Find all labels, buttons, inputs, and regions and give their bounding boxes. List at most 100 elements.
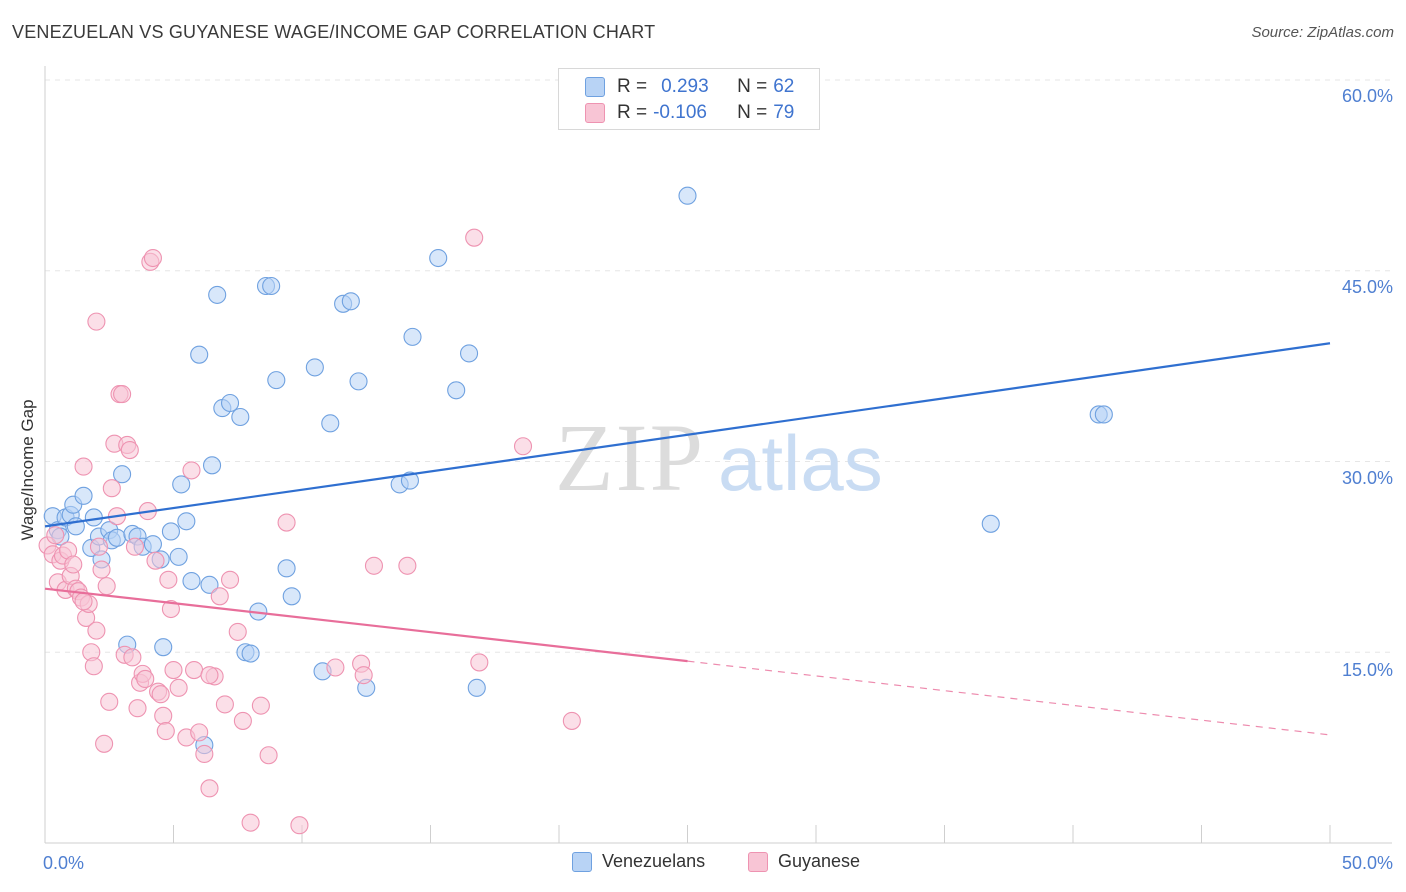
bottom-legend-guyanese[interactable]: Guyanese <box>748 851 860 872</box>
svg-text:atlas: atlas <box>718 419 883 507</box>
guyanese-point <box>220 570 240 589</box>
venezuelans-trend-line <box>44 342 1331 528</box>
guyanese-point <box>200 666 219 685</box>
venezuelan-point <box>341 292 360 311</box>
r-label: R = <box>617 102 648 123</box>
n-value: 79 <box>773 102 795 123</box>
r-value: -0.106 <box>653 102 707 123</box>
venezuelan-point <box>282 587 301 606</box>
guyanese-point <box>182 461 201 480</box>
venezuelan-point <box>305 358 324 377</box>
venezuelan-point <box>981 514 1000 533</box>
venezuelan-point <box>467 678 486 697</box>
venezuelan-point <box>678 186 697 205</box>
venezuelan-point <box>113 465 132 484</box>
venezuelan-point <box>177 512 196 531</box>
venezuelan-point <box>172 475 191 494</box>
guyanese-point <box>95 734 114 753</box>
guyanese-point <box>143 248 162 268</box>
guyanese-point <box>161 599 180 619</box>
venezuelan-point <box>154 638 173 657</box>
guyanese-point <box>128 699 147 718</box>
guyanese-point <box>100 692 119 711</box>
bottom-legend-venezuelans[interactable]: Venezuelans <box>572 851 705 872</box>
guyanese-point <box>185 661 204 680</box>
data-points <box>38 186 1113 835</box>
venezuelans-swatch <box>585 77 605 97</box>
guyanese-point <box>562 711 581 730</box>
venezuelan-point <box>74 486 93 505</box>
n-value: 62 <box>773 76 795 97</box>
guyanese-point <box>123 648 142 667</box>
venezuelan-point <box>447 381 466 400</box>
venezuelan-point <box>220 393 240 413</box>
guyanese-trend-extension <box>687 660 1331 736</box>
correlation-legend: R = 0.293 N = 62 R = -0.106 N = 79 <box>558 68 820 130</box>
r-label: R = <box>617 76 648 97</box>
guyanese-point <box>200 779 219 798</box>
guyanese-point <box>64 555 83 574</box>
venezuelan-point <box>161 522 180 541</box>
guyanese-point <box>84 657 103 676</box>
guyanese-point <box>159 570 178 589</box>
guyanese-point <box>513 437 533 456</box>
r-value: 0.293 <box>661 76 709 97</box>
guyanese-point <box>87 621 106 640</box>
guyanese-point <box>228 622 247 641</box>
guyanese-point <box>398 556 417 575</box>
venezuelan-point <box>203 456 222 475</box>
guyanese-point <box>290 816 309 835</box>
n-label: N = <box>737 102 768 123</box>
legend-row-guyanese: R = -0.106 N = 79 <box>585 100 794 126</box>
venezuelan-point <box>200 575 219 594</box>
guyanese-point <box>251 696 270 715</box>
venezuelan-point <box>143 535 162 554</box>
venezuelan-point <box>267 371 286 390</box>
guyanese-point <box>465 228 484 247</box>
guyanese-point <box>151 685 170 704</box>
y-axis-label: Wage/Income Gap <box>18 399 37 541</box>
n-label: N = <box>737 76 768 97</box>
guyanese-swatch <box>748 851 768 872</box>
guyanese-point <box>164 661 183 680</box>
guyanese-point <box>326 658 345 677</box>
guyanese-point <box>259 746 278 765</box>
svg-text:ZIP: ZIP <box>555 404 705 511</box>
y-tick-label: 60.0% <box>1341 86 1393 106</box>
guyanese-swatch <box>585 103 605 123</box>
venezuelan-point <box>208 285 227 304</box>
guyanese-point <box>87 312 106 331</box>
guyanese-point <box>215 695 234 714</box>
y-tick-label: 45.0% <box>1341 277 1393 297</box>
guyanese-point <box>120 441 139 460</box>
legend-label: Venezuelans <box>602 851 706 871</box>
y-tick-label: 30.0% <box>1341 468 1393 488</box>
guyanese-point <box>154 706 173 725</box>
venezuelan-point <box>169 547 188 566</box>
venezuelan-point <box>262 276 281 296</box>
legend-row-venezuelans: R = 0.293 N = 62 <box>585 74 794 100</box>
chart-title: VENEZUELAN VS GUYANESE WAGE/INCOME GAP C… <box>12 22 656 42</box>
guyanese-point <box>125 537 144 556</box>
guyanese-point <box>364 556 384 575</box>
guyanese-point <box>92 560 111 579</box>
guyanese-point <box>190 723 209 742</box>
chart-source: Source: ZipAtlas.com <box>1251 24 1394 41</box>
venezuelan-point <box>277 559 296 578</box>
guyanese-point <box>195 744 214 764</box>
x-tick-label: 50.0% <box>1341 853 1393 873</box>
venezuelan-point <box>349 372 368 391</box>
venezuelans-swatch <box>572 851 592 872</box>
venezuelan-point <box>400 471 419 490</box>
venezuelan-point <box>190 345 209 364</box>
legend-label: Guyanese <box>778 851 861 871</box>
trend-lines <box>44 342 1331 736</box>
guyanese-point <box>102 479 121 498</box>
guyanese-point <box>46 526 65 545</box>
venezuelan-point <box>403 327 422 346</box>
grid-lines <box>45 79 1392 653</box>
guyanese-point <box>241 813 260 832</box>
guyanese-trend-line <box>44 587 688 663</box>
guyanese-point <box>89 537 109 556</box>
